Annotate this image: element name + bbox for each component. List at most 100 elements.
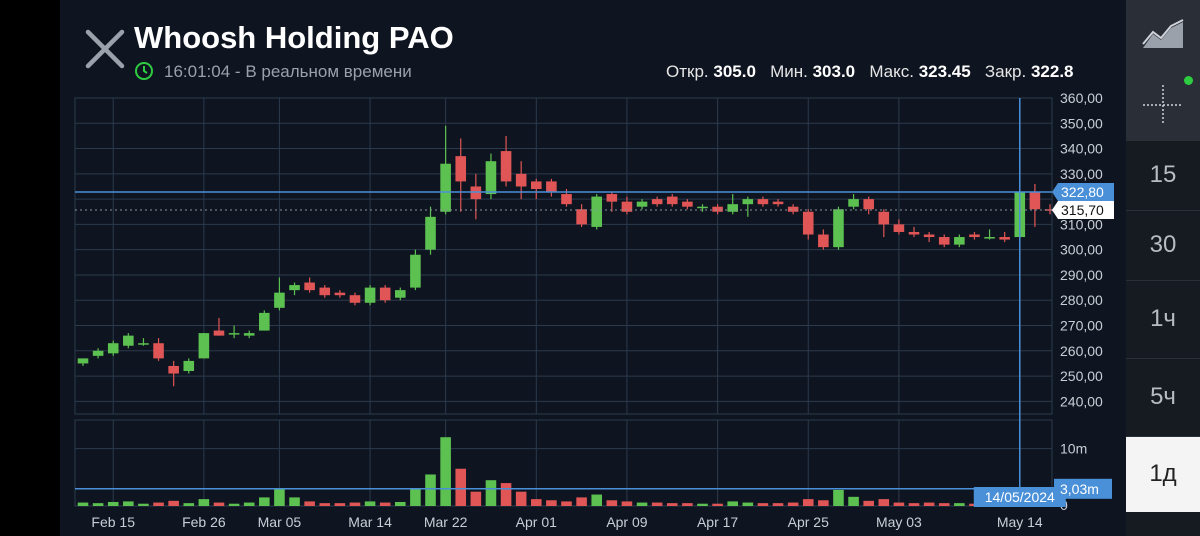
candlestick-chart[interactable]: 360,00350,00340,00330,00320,00310,00300,… bbox=[0, 0, 1126, 536]
ohlc-summary: Откр. 305.0 Мин. 303.0 Макс. 323.45 Закр… bbox=[666, 62, 1074, 82]
instrument-title: Whoosh Holding PAO bbox=[134, 20, 454, 55]
status-dot bbox=[1184, 76, 1193, 85]
candle-body bbox=[606, 194, 618, 202]
volume-bar bbox=[757, 503, 769, 506]
candle-body bbox=[349, 295, 361, 303]
price-tick-label: 240,00 bbox=[1060, 393, 1103, 409]
timeframe-15[interactable]: 15 bbox=[1126, 140, 1200, 210]
volume-bar bbox=[954, 503, 965, 506]
volume-bar bbox=[908, 503, 920, 506]
timeframe-label: 1д bbox=[1149, 460, 1177, 487]
toolbar-separator bbox=[1126, 140, 1200, 141]
volume-bar bbox=[304, 501, 315, 506]
crosshair-volume-label: 3,03m bbox=[1060, 481, 1099, 497]
candle-body bbox=[938, 237, 950, 245]
candle-body bbox=[742, 199, 754, 205]
candle-body bbox=[818, 234, 829, 248]
candle-body bbox=[77, 358, 89, 364]
volume-bar bbox=[651, 502, 663, 506]
candle-body bbox=[682, 201, 693, 207]
quote-time: 16:01:04 - В реальном времени bbox=[164, 62, 412, 82]
candle-body bbox=[92, 350, 104, 356]
candle-body bbox=[455, 156, 467, 182]
volume-bar bbox=[123, 501, 134, 506]
candle-body bbox=[757, 199, 769, 205]
volume-bar bbox=[198, 499, 210, 506]
candle-body bbox=[274, 292, 285, 308]
toolbar-separator bbox=[1126, 436, 1200, 437]
candle-body bbox=[153, 343, 164, 359]
candle-body bbox=[259, 312, 270, 331]
candle-body bbox=[923, 234, 935, 238]
volume-bar bbox=[591, 494, 603, 506]
candle-body bbox=[908, 231, 920, 235]
date-tick-label: Apr 25 bbox=[788, 514, 829, 530]
candle-body bbox=[395, 290, 406, 298]
price-tick-label: 270,00 bbox=[1060, 318, 1103, 334]
candle-body bbox=[863, 199, 874, 210]
candle-body bbox=[228, 333, 240, 335]
volume-bar bbox=[636, 502, 648, 506]
timeframe-30[interactable]: 30 bbox=[1126, 210, 1200, 280]
volume-bar bbox=[546, 500, 557, 506]
crosshair-price-label: 322,80 bbox=[1061, 184, 1104, 200]
volume-bar bbox=[183, 503, 195, 506]
candle-body bbox=[576, 209, 587, 225]
price-tick-label: 290,00 bbox=[1060, 267, 1103, 283]
volume-bar bbox=[334, 503, 346, 506]
volume-bar bbox=[455, 468, 467, 506]
crosshair-volume-badge bbox=[1054, 478, 1112, 499]
volume-bar bbox=[138, 503, 149, 506]
date-tick-label: Feb 15 bbox=[91, 514, 135, 530]
close-value: 322.8 bbox=[1030, 62, 1074, 81]
candle-body bbox=[727, 204, 738, 212]
open-value: 305.0 bbox=[713, 62, 756, 81]
timeframe-5ч[interactable]: 5ч bbox=[1126, 358, 1200, 436]
volume-bar bbox=[379, 502, 391, 506]
candle-body bbox=[666, 196, 678, 205]
price-tick-label: 300,00 bbox=[1060, 242, 1103, 258]
high-label: Макс. bbox=[869, 62, 914, 81]
candle-body bbox=[334, 292, 346, 296]
volume-bar bbox=[243, 502, 255, 506]
candle-body bbox=[364, 287, 376, 303]
date-tick-label: Mar 05 bbox=[258, 514, 302, 530]
candle-body bbox=[213, 330, 225, 336]
toolbar-separator bbox=[1126, 210, 1200, 211]
price-tick-label: 260,00 bbox=[1060, 343, 1103, 359]
candle-body bbox=[289, 285, 300, 291]
timeframe-1д[interactable]: 1д bbox=[1126, 436, 1200, 512]
volume-bar bbox=[168, 500, 179, 506]
volume-bar bbox=[787, 502, 799, 506]
candle-body bbox=[591, 196, 603, 227]
volume-tick-label: 10m bbox=[1060, 441, 1087, 457]
date-tick-label: Mar 22 bbox=[424, 514, 468, 530]
date-tick-label: May 14 bbox=[997, 514, 1043, 530]
volume-bar bbox=[364, 501, 376, 506]
last-price-badge bbox=[1052, 200, 1114, 219]
price-tick-label: 350,00 bbox=[1060, 115, 1103, 131]
volume-bar bbox=[425, 474, 436, 506]
timeframe-1ч[interactable]: 1ч bbox=[1126, 280, 1200, 358]
candle-body bbox=[697, 206, 708, 209]
candle-body bbox=[168, 365, 179, 374]
candle-body bbox=[969, 234, 980, 238]
candle-body bbox=[500, 151, 512, 182]
open-label: Откр. bbox=[666, 62, 709, 81]
price-tick-label: 250,00 bbox=[1060, 368, 1103, 384]
volume-bar bbox=[666, 503, 678, 506]
volume-bar bbox=[576, 497, 587, 506]
candle-body bbox=[123, 335, 134, 346]
volume-bar bbox=[802, 499, 814, 506]
close-icon[interactable] bbox=[84, 28, 126, 70]
volume-bar bbox=[621, 501, 633, 506]
candle-body bbox=[787, 206, 799, 212]
volume-bar bbox=[319, 503, 331, 506]
candle-body bbox=[621, 201, 633, 212]
candle-body bbox=[848, 199, 859, 207]
candle-body bbox=[304, 282, 315, 291]
line-chart-icon[interactable] bbox=[1126, 0, 1200, 70]
volume-bar bbox=[349, 502, 361, 506]
volume-bar bbox=[107, 501, 119, 506]
volume-bar bbox=[878, 499, 890, 506]
